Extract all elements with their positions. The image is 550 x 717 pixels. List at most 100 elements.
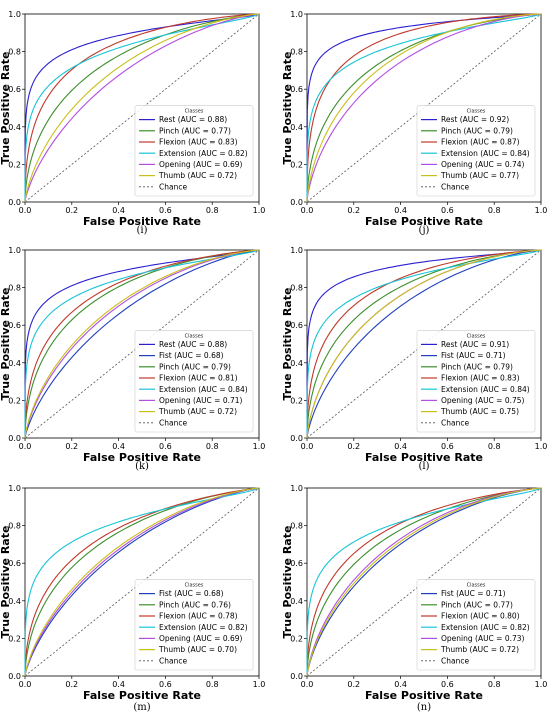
legend-entry: Extension (AUC = 0.82) — [159, 149, 248, 158]
legend-entry: Thumb (AUC = 0.72) — [440, 645, 519, 654]
legend-entry: Opening (AUC = 0.71) — [159, 396, 243, 405]
plot-frame — [24, 249, 260, 439]
panel-label: (l) — [418, 461, 429, 472]
legend-entry: Fist (AUC = 0.71) — [441, 589, 506, 598]
legend-entry: Pinch (AUC = 0.76) — [159, 600, 231, 609]
y-tick-label: 0.2 — [290, 160, 303, 169]
y-axis-label: True Positive Rate — [281, 526, 294, 639]
roc-curve-flexion — [306, 13, 542, 203]
legend-title: Classes — [467, 333, 486, 339]
legend-entry-chance: Chance — [159, 418, 187, 427]
legend-entry: Fist (AUC = 0.68) — [159, 589, 224, 598]
x-tick-label: 1.0 — [253, 680, 266, 689]
roc-curve-extension — [306, 249, 542, 439]
x-tick-label: 0.0 — [301, 206, 314, 215]
x-tick-label: 0.2 — [65, 206, 78, 215]
legend-entry: Pinch (AUC = 0.79) — [159, 362, 231, 371]
x-tick-label: 0.2 — [347, 442, 360, 451]
x-tick-label: 0.6 — [159, 680, 172, 689]
roc-curve-opening — [306, 13, 542, 203]
legend-entry: Rest (AUC = 0.88) — [159, 340, 227, 349]
roc-curve-rest — [306, 249, 542, 439]
legend-entry: Extension (AUC = 0.84) — [159, 385, 248, 394]
legend-entry: Flexion (AUC = 0.81) — [159, 374, 238, 383]
x-tick-label: 1.0 — [253, 206, 266, 215]
x-tick-label: 0.2 — [347, 680, 360, 689]
y-tick-label: 0.0 — [8, 672, 21, 681]
legend-entry: Fist (AUC = 0.71) — [441, 351, 506, 360]
roc-curve-flexion — [306, 249, 542, 439]
x-tick-label: 0.4 — [394, 442, 407, 451]
x-tick-label: 0.6 — [441, 680, 454, 689]
y-tick-label: 0.6 — [290, 321, 303, 330]
roc-curve-opening — [24, 249, 260, 439]
y-tick-label: 0.6 — [290, 85, 303, 94]
roc-panel: 0.00.0 0.2 0.2 0.4 0.4 0.6 0.6 0.8 0.8 1.0 1.0 Fals… — [281, 246, 547, 472]
legend-box — [416, 105, 536, 197]
legend-entry: Opening (AUC = 0.69) — [159, 160, 243, 169]
x-tick-label: 0.0 — [301, 442, 314, 451]
y-tick-label: 0.0 — [290, 672, 303, 681]
roc-curve-extension — [24, 13, 260, 203]
legend-title: Classes — [467, 109, 486, 115]
x-tick-label: 1.0 — [535, 442, 548, 451]
y-tick-label: 0.6 — [290, 559, 303, 568]
x-tick-label: 0.8 — [206, 206, 219, 215]
roc-curve-flexion — [306, 487, 542, 677]
y-axis-label: True Positive Rate — [0, 526, 12, 639]
legend-entry-chance: Chance — [159, 656, 187, 665]
legend-title: Classes — [467, 583, 486, 589]
roc-panel: 0.00.0 0.2 0.2 0.4 0.4 0.6 0.6 0.8 0.8 1.0 1.0 Fals… — [0, 10, 265, 236]
legend-box — [134, 105, 254, 197]
roc-curve-opening — [24, 13, 260, 203]
x-tick-label: 0.4 — [112, 442, 125, 451]
x-tick-label: 0.0 — [301, 680, 314, 689]
legend-entry: Thumb (AUC = 0.77) — [440, 171, 519, 180]
x-axis-label: False Positive Rate — [83, 215, 201, 228]
y-tick-label: 1.0 — [290, 484, 303, 493]
roc-curve-fist — [24, 487, 260, 677]
y-tick-label: 1.0 — [8, 10, 21, 19]
plot-frame — [306, 487, 542, 677]
roc-curve-thumb — [24, 487, 260, 677]
legend-title: Classes — [185, 109, 204, 115]
legend-entry: Extension (AUC = 0.82) — [159, 623, 248, 632]
legend-entry-chance: Chance — [441, 656, 469, 665]
y-tick-label: 0.8 — [8, 522, 21, 531]
roc-curve-opening — [306, 487, 542, 677]
legend-box — [416, 579, 536, 671]
y-tick-label: 0.2 — [8, 396, 21, 405]
legend-entry: Extension (AUC = 0.84) — [441, 149, 530, 158]
roc-curve-rest — [306, 13, 542, 203]
legend-entry: Flexion (AUC = 0.83) — [441, 374, 520, 383]
legend-entry: Pinch (AUC = 0.79) — [441, 126, 513, 135]
x-axis-label: False Positive Rate — [365, 215, 483, 228]
legend-entry: Thumb (AUC = 0.75) — [440, 407, 519, 416]
x-tick-label: 0.0 — [19, 442, 32, 451]
legend-entry-chance: Chance — [159, 182, 187, 191]
y-tick-label: 0.0 — [290, 434, 303, 443]
roc-curve-extension — [24, 487, 260, 677]
x-tick-label: 1.0 — [535, 680, 548, 689]
x-axis-label: False Positive Rate — [83, 451, 201, 464]
plot-frame — [306, 249, 542, 439]
legend-entry: Opening (AUC = 0.74) — [441, 160, 525, 169]
legend-entry: Extension (AUC = 0.84) — [441, 385, 530, 394]
roc-curve-fist — [24, 249, 260, 439]
roc-curve-pinch — [306, 249, 542, 439]
x-tick-label: 0.4 — [394, 206, 407, 215]
legend-entry: Thumb (AUC = 0.72) — [158, 171, 237, 180]
legend-entry: Flexion (AUC = 0.87) — [441, 138, 520, 147]
x-tick-label: 1.0 — [253, 442, 266, 451]
y-tick-label: 0.4 — [290, 597, 303, 606]
x-tick-label: 0.2 — [65, 442, 78, 451]
x-tick-label: 0.6 — [441, 206, 454, 215]
y-axis-label: True Positive Rate — [0, 288, 12, 401]
legend-entry: Flexion (AUC = 0.83) — [159, 138, 238, 147]
roc-curve-fist — [306, 249, 542, 439]
legend-title: Classes — [185, 583, 204, 589]
